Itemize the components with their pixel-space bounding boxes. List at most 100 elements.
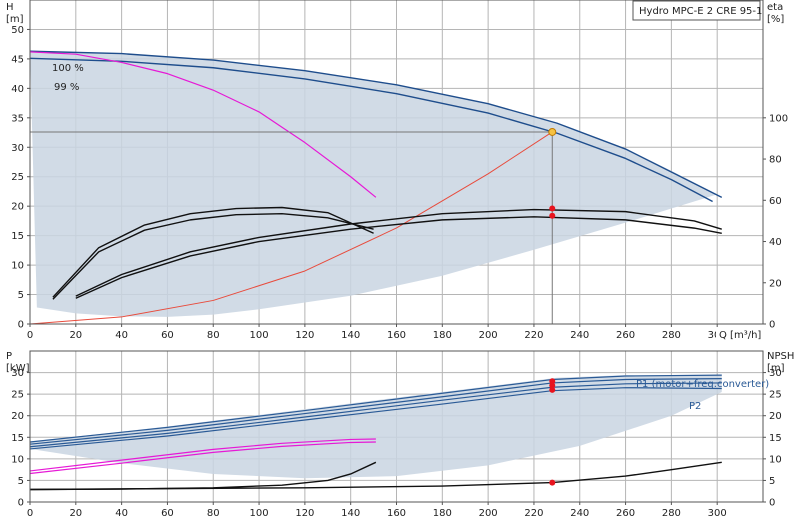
y2-axis-label: eta [767,2,783,13]
y-tick-label: 10 [11,261,24,272]
y-axis-label: [m] [6,14,24,25]
power-curve [29,378,722,445]
duty-marker [549,378,556,385]
y-tick-label: 45 [11,54,24,65]
y-tick-label: 50 [11,25,24,36]
eff-curve [29,461,722,491]
x-tick-label: 60 [161,508,174,519]
x-tick-label: 200 [479,330,498,341]
x-tick-label: 220 [524,508,543,519]
x-tick-label: 280 [662,508,681,519]
y-tick-label: 20 [11,411,24,422]
x-tick-label: 220 [524,330,543,341]
x-tick-label: 120 [295,508,314,519]
x-tick-label: 160 [387,508,406,519]
pink-curve [29,441,376,475]
x-tick-label: 100 [250,508,269,519]
x-tick-label: 20 [69,330,82,341]
y-axis-label: [kW] [6,363,30,374]
x-tick-label: 300 [708,508,727,519]
x-tick-label: 80 [207,508,220,519]
operating-area [30,51,718,317]
operating-point-marker [548,127,557,136]
y-tick-label: 15 [11,231,24,242]
y2-tick-label: 5 [769,476,775,487]
speed-annotation: 99 % [54,82,79,93]
x-tick-label: 40 [115,330,128,341]
x-tick-label: 260 [616,330,635,341]
y-tick-label: 35 [11,113,24,124]
x-tick-label: 80 [207,330,220,341]
eff-curve [52,212,374,300]
x-tick-label: 180 [433,508,452,519]
title-box: Hydro MPC-E 2 CRE 95-1 [632,0,762,21]
y-tick-label: 30 [11,143,24,154]
x-tick-label: 280 [662,330,681,341]
duty-marker [549,479,556,486]
y2-axis-label: [m] [767,363,785,374]
x-tick-label: 160 [387,330,406,341]
x-label-bg [716,327,763,341]
x-tick-label: 40 [115,508,128,519]
duty-marker [549,382,556,389]
y2-tick-label: 100 [769,113,788,124]
x-tick-label: 0 [27,330,33,341]
power-curve [29,382,722,448]
legend-p2: P2 [689,401,701,412]
duty-marker [549,386,556,393]
duty-marker [549,205,556,212]
y2-axis-label: [%] [767,14,784,25]
y2-tick-label: 30 [769,368,782,379]
x-tick-label: 200 [479,508,498,519]
x-tick-label: 180 [433,330,452,341]
eff-curve [75,208,722,297]
chart-title: Hydro MPC-E 2 CRE 95-1 [639,6,762,17]
y2-axis-label: NPSH [767,351,794,362]
x-axis-label: Q [m³/h] [719,330,761,341]
x-tick-label: 240 [570,330,589,341]
y2-tick-label: 20 [769,411,782,422]
y-tick-label: 5 [18,290,24,301]
x-tick-label: 140 [341,330,360,341]
operating-area [30,374,722,479]
x-tick-label: 260 [616,508,635,519]
y2-tick-label: 40 [769,237,782,248]
y2-tick-label: 15 [769,433,782,444]
power-curve [29,374,722,443]
head-curve [29,57,713,203]
y2-tick-label: 60 [769,196,782,207]
y-tick-label: 25 [11,172,24,183]
legend-p1: P1 (motor+freq.converter) [636,379,769,390]
y-axis-label: P [6,351,12,362]
y-tick-label: 30 [11,368,24,379]
y2-tick-label: 0 [769,320,775,331]
eff-curve [52,206,374,298]
y-tick-label: 0 [18,320,24,331]
y-tick-label: 15 [11,433,24,444]
head-efficiency-chart: 0 5 10 15 20 25 30 35 40 45 50 0 20 40 60 80 100 0 20 40 60 8… [6,0,788,341]
power-curve [29,387,722,450]
y2-tick-label: 10 [769,454,782,465]
x-tick-label: 240 [570,508,589,519]
y2-tick-label: 20 [769,278,782,289]
x-tick-label: 0 [27,508,33,519]
x-tick-label: 100 [250,330,269,341]
y2-tick-label: 0 [769,498,775,509]
eff-curve [75,216,722,299]
x-tick-label: 20 [69,508,82,519]
y-tick-label: 20 [11,202,24,213]
speed-annotation: 100 % [52,63,84,74]
y2-tick-label: 80 [769,155,782,166]
pink-curve [29,51,377,198]
y-tick-label: 40 [11,84,24,95]
x-tick-label: 120 [295,330,314,341]
head-curve [29,50,723,198]
y2-tick-label: 25 [769,390,782,401]
pink-curve [29,438,376,472]
x-tick-label: 140 [341,508,360,519]
system-curve [29,131,553,325]
y-tick-label: 10 [11,454,24,465]
y-axis-label: H [6,2,14,13]
